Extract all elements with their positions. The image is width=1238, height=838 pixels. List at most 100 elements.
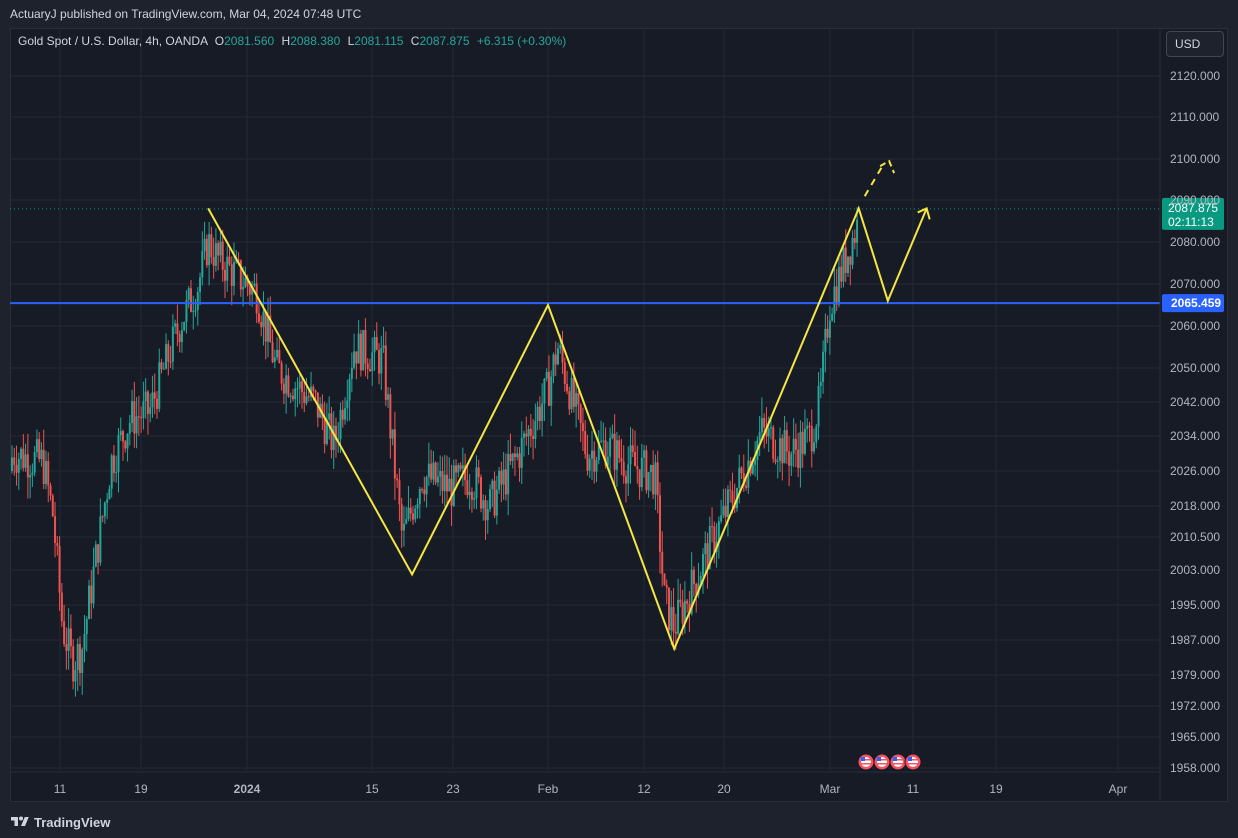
- symbol-title: Gold Spot / U.S. Dollar, 4h, OANDA: [18, 34, 208, 48]
- candle-body: [203, 238, 206, 252]
- candle-body: [552, 354, 555, 377]
- candle-body: [214, 243, 217, 266]
- price-tick-label: 2070.000: [1170, 277, 1220, 291]
- candle-body: [221, 241, 224, 270]
- price-tick-label: 2050.000: [1170, 361, 1220, 375]
- current-price-label: 2087.875: [1168, 201, 1218, 215]
- pattern-arrowhead: [917, 207, 931, 220]
- candle-body: [128, 423, 131, 434]
- time-tick-label: 12: [637, 782, 651, 796]
- candle-body: [799, 431, 802, 468]
- price-tick-label: 2003.000: [1170, 563, 1220, 577]
- candle-body: [808, 425, 811, 427]
- candle-body: [81, 649, 84, 673]
- candle-body: [389, 394, 392, 439]
- candle-body: [65, 644, 68, 651]
- candle-body: [602, 440, 605, 442]
- candle-body: [368, 369, 371, 372]
- pattern-drawing: [207, 159, 931, 652]
- candle-body: [837, 266, 840, 305]
- candle-body: [489, 489, 492, 509]
- candle-body: [455, 465, 458, 473]
- candle-body: [547, 371, 550, 406]
- candle-body: [665, 584, 668, 588]
- candle-body: [99, 516, 102, 563]
- candle-body: [649, 465, 652, 473]
- close-label: C: [410, 34, 420, 48]
- candle-body: [788, 451, 791, 466]
- candle-body: [638, 469, 641, 488]
- candle-body: [769, 427, 772, 429]
- candle-body: [430, 463, 433, 480]
- candle-body: [781, 438, 784, 464]
- candle-body: [189, 288, 192, 312]
- candle-body: [248, 286, 251, 295]
- candle-body: [844, 247, 847, 273]
- candle-body: [142, 401, 145, 418]
- candle-body: [586, 453, 589, 471]
- candle-body: [765, 427, 768, 437]
- candle-body: [523, 433, 526, 438]
- candle-body: [153, 392, 156, 399]
- time-tick-label: 2024: [234, 782, 261, 796]
- candle-body: [509, 453, 512, 461]
- candle-body: [74, 669, 77, 682]
- candle-body: [108, 488, 111, 500]
- candle-body: [840, 266, 843, 282]
- candle-body: [300, 381, 303, 393]
- price-tick-label: 2026.000: [1170, 464, 1220, 478]
- candle-body: [33, 452, 36, 473]
- chart-panel[interactable]: [10, 28, 1228, 802]
- candle-body: [421, 489, 424, 491]
- candle-body: [217, 243, 220, 256]
- change-value: +6.315 (+0.30%): [476, 34, 567, 48]
- candle-body: [584, 431, 587, 454]
- candle-body: [532, 435, 535, 440]
- candle-body: [321, 403, 324, 419]
- candle-body: [76, 644, 79, 670]
- candle-body: [85, 618, 88, 635]
- candle-body: [38, 439, 41, 460]
- candle-body: [260, 321, 263, 328]
- candle-body: [357, 333, 360, 364]
- candle-body: [640, 457, 643, 488]
- candle-body: [779, 438, 782, 461]
- candle-body: [106, 499, 109, 503]
- candle-body: [742, 473, 745, 486]
- candle-body: [276, 349, 279, 358]
- low-value: 2081.115: [354, 34, 404, 48]
- candle-body: [362, 330, 365, 371]
- candle-body: [314, 390, 317, 393]
- time-axis: 11 19 2024 15 23 Feb 12 20 Mar 11 19 Apr: [10, 771, 1160, 796]
- candle-body: [176, 323, 179, 335]
- candle-body: [88, 585, 91, 619]
- candle-body: [264, 311, 267, 342]
- candle-body: [595, 460, 598, 472]
- current-price-label-bg: [1162, 197, 1224, 230]
- price-tick-label: 2042.000: [1170, 395, 1220, 409]
- candle-body: [702, 554, 705, 577]
- candle-body: [289, 395, 292, 397]
- flag-canton: [893, 757, 897, 761]
- grid-lines: [10, 28, 1160, 770]
- candle-body: [307, 396, 310, 398]
- flag-stripe: [877, 763, 887, 765]
- candle-body: [103, 502, 106, 517]
- candle-body: [731, 490, 734, 504]
- candle-body: [160, 362, 163, 370]
- candle-body: [792, 438, 795, 454]
- candle-body: [572, 377, 575, 407]
- currency-button[interactable]: USD: [1166, 31, 1224, 57]
- candle-body: [729, 489, 732, 491]
- candle-body: [758, 432, 761, 441]
- candle-body: [294, 388, 297, 400]
- candle-body: [332, 425, 335, 450]
- candle-body: [409, 507, 412, 514]
- candle-body: [303, 392, 306, 404]
- candle-body: [412, 513, 415, 520]
- candle-body: [146, 391, 149, 414]
- candle-body: [561, 345, 564, 363]
- candle-body: [353, 351, 356, 368]
- candle-body: [609, 437, 612, 457]
